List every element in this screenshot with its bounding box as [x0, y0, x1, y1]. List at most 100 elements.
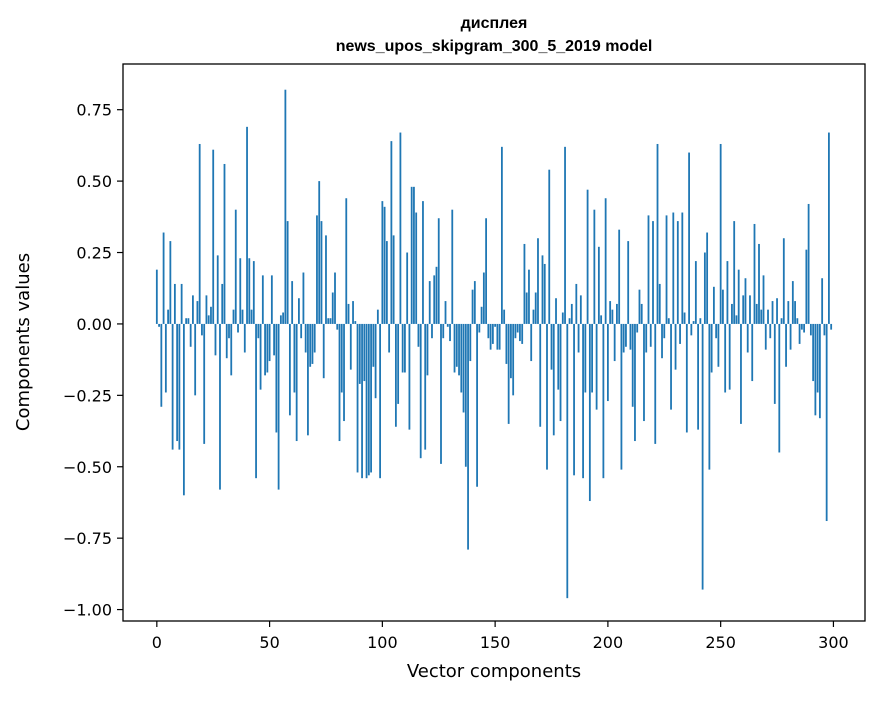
- bar: [325, 235, 327, 324]
- bar: [728, 323, 731, 390]
- bar: [645, 323, 648, 353]
- bar: [794, 301, 796, 324]
- bar: [171, 323, 174, 450]
- bar: [189, 323, 192, 347]
- bar: [270, 275, 273, 324]
- bar: [780, 318, 783, 324]
- bar: [207, 315, 210, 324]
- bar: [688, 152, 690, 324]
- bar: [437, 218, 440, 324]
- bar: [525, 292, 528, 324]
- bar: [523, 243, 526, 324]
- bar: [744, 278, 747, 324]
- bar: [519, 323, 521, 342]
- bar: [798, 323, 801, 344]
- bar: [347, 303, 350, 324]
- bar: [692, 321, 695, 324]
- bar: [625, 323, 627, 347]
- bar: [485, 218, 487, 324]
- bar: [555, 298, 557, 324]
- bar: [717, 323, 720, 367]
- bar: [656, 143, 659, 324]
- bar: [773, 323, 776, 404]
- bar: [564, 146, 566, 324]
- bar: [742, 295, 745, 324]
- bar: [749, 295, 751, 324]
- bar: [225, 323, 228, 359]
- bar: [778, 323, 781, 453]
- bar: [760, 309, 763, 324]
- bar: [566, 323, 569, 599]
- bar: [825, 323, 828, 522]
- chart-title: дисплея news_upos_skipgram_300_5_2019 mo…: [336, 15, 653, 55]
- bar: [298, 298, 300, 324]
- bar: [406, 252, 409, 324]
- bar: [246, 126, 248, 324]
- bar: [243, 323, 246, 353]
- bar: [812, 323, 815, 382]
- bar: [284, 89, 287, 324]
- bar: [582, 323, 584, 479]
- bar: [363, 323, 366, 382]
- bar: [787, 301, 790, 324]
- bar: [239, 258, 242, 324]
- bar: [318, 181, 321, 324]
- bar: [828, 132, 830, 324]
- bar: [417, 323, 420, 347]
- bar: [498, 323, 501, 350]
- bar: [286, 221, 289, 324]
- bar: [307, 323, 309, 436]
- bar: [579, 295, 582, 324]
- bar: [703, 252, 706, 324]
- bar: [755, 303, 758, 324]
- bar: [807, 203, 810, 324]
- bar: [753, 223, 756, 324]
- bar: [358, 323, 361, 384]
- bar: [383, 206, 386, 324]
- bar: [404, 323, 406, 373]
- bar: [196, 301, 199, 324]
- bar: [494, 323, 497, 327]
- bar: [162, 232, 165, 324]
- bar: [392, 235, 395, 324]
- bar: [279, 315, 282, 324]
- bar: [451, 209, 454, 324]
- bar: [830, 323, 833, 330]
- bar: [710, 323, 713, 373]
- bar: [496, 323, 499, 350]
- bar: [552, 323, 555, 436]
- bar: [643, 323, 645, 422]
- bar: [178, 323, 181, 450]
- bar: [237, 323, 239, 333]
- bar: [282, 312, 285, 324]
- bar: [751, 323, 754, 382]
- bar: [568, 318, 571, 324]
- bar: [503, 309, 506, 324]
- bar: [367, 323, 370, 476]
- bar: [397, 323, 400, 404]
- bar: [557, 323, 560, 390]
- bar: [622, 323, 625, 353]
- bar: [789, 323, 792, 350]
- bar: [546, 323, 548, 470]
- bar: [302, 272, 305, 324]
- bar: [604, 198, 607, 324]
- x-tick-label: 200: [593, 633, 624, 652]
- bar: [426, 323, 429, 376]
- bar: [667, 318, 670, 324]
- bar: [575, 283, 578, 324]
- bar: [597, 246, 600, 324]
- bar: [381, 201, 384, 324]
- bar: [647, 215, 650, 324]
- bar: [340, 323, 343, 393]
- bar: [316, 215, 318, 324]
- bar: [309, 323, 312, 367]
- bar: [259, 323, 262, 390]
- bar: [354, 321, 357, 324]
- bar: [336, 323, 339, 330]
- bar: [676, 221, 679, 324]
- bar: [352, 301, 354, 324]
- bar: [634, 323, 636, 442]
